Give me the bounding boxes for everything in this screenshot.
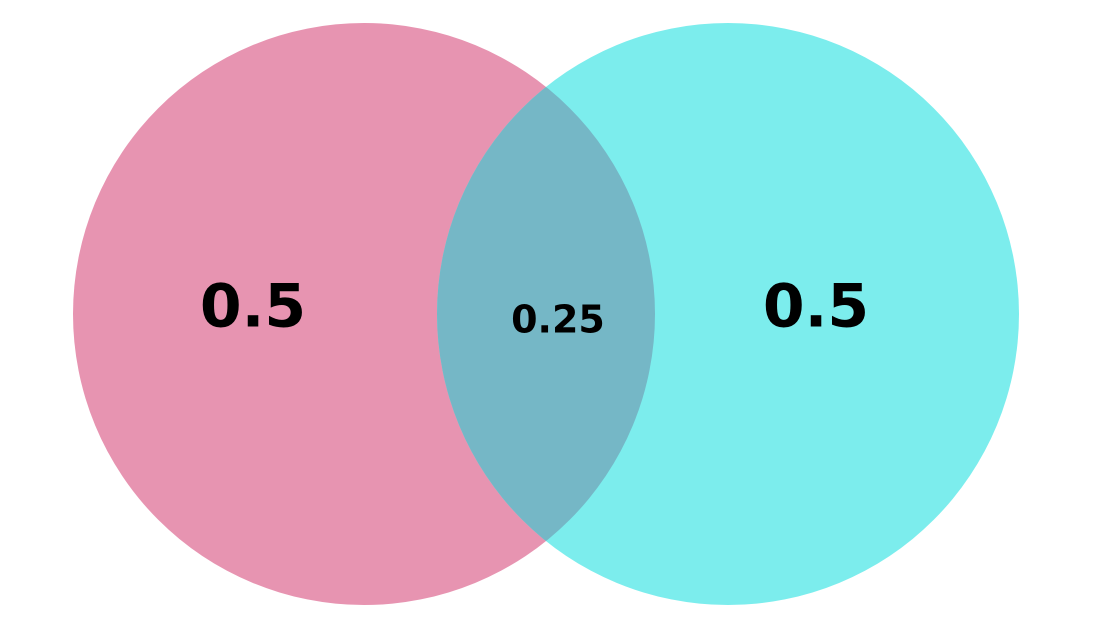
set-b-only-label: 0.5 bbox=[763, 272, 869, 342]
intersection-region bbox=[437, 23, 655, 605]
intersection-label: 0.25 bbox=[511, 298, 605, 342]
set-a-only-label: 0.5 bbox=[200, 272, 306, 342]
